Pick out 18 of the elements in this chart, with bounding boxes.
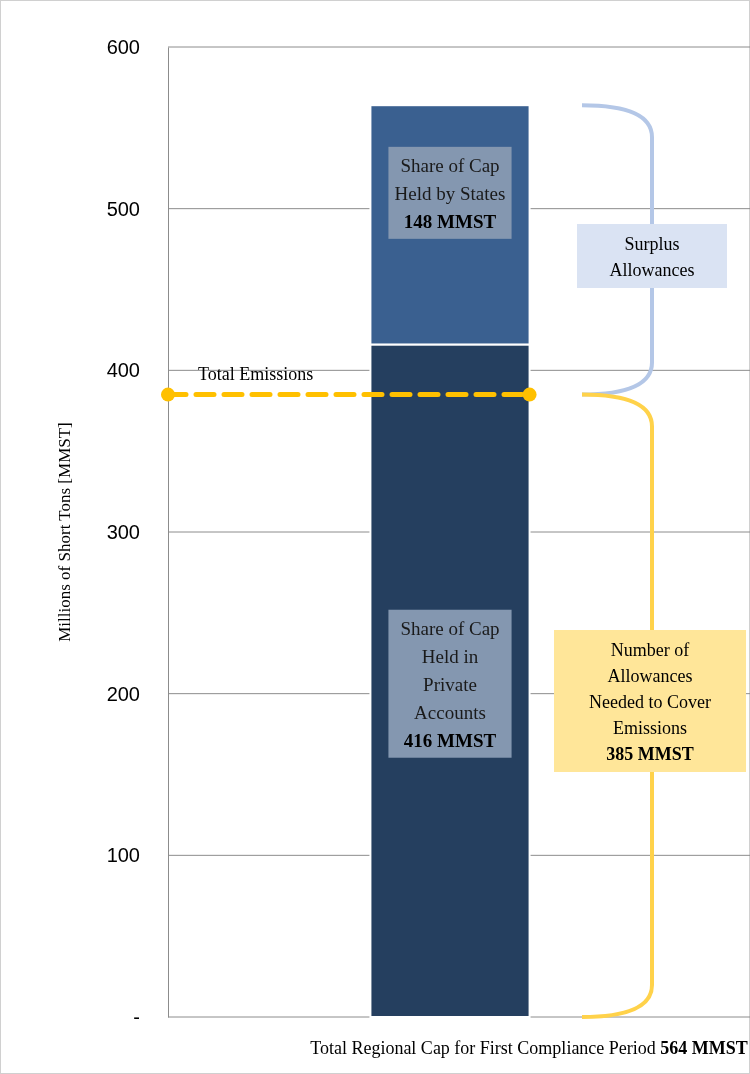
y-tick-label: 200 bbox=[106, 682, 140, 705]
y-axis-title: Millions of Short Tons [MMST] bbox=[55, 422, 74, 642]
data-label: Share of Cap Held in Private Accounts 416 MMST bbox=[400, 617, 500, 751]
y-tick-label: 300 bbox=[106, 520, 140, 543]
data-label: Share of Cap Held by States 148 MMST bbox=[394, 154, 506, 232]
text-box: Share of Cap Held by States 148 MMST bbox=[388, 146, 512, 239]
annotation: Surplus Allowances bbox=[609, 233, 695, 280]
annotation: Number of Allowances Needed to Cover Emissions 385 MMST bbox=[589, 639, 711, 764]
y-tick-label: 600 bbox=[106, 35, 140, 58]
y-tick-label: 400 bbox=[106, 359, 140, 382]
y-tick-label: 100 bbox=[106, 844, 140, 867]
y-tick-label: 500 bbox=[106, 197, 140, 220]
ref-line-label: Total Emissions bbox=[198, 363, 314, 384]
y-tick-label: - bbox=[133, 1005, 140, 1028]
note-box: Surplus Allowances bbox=[577, 224, 727, 288]
x-axis-title: Total Regional Cap for First Compliance Period 564 MMST bbox=[310, 1038, 748, 1058]
note-box: Number of Allowances Needed to Cover Emissions 385 MMST bbox=[554, 630, 746, 772]
text-box: Share of Cap Held in Private Accounts 416 MMST bbox=[388, 609, 512, 758]
